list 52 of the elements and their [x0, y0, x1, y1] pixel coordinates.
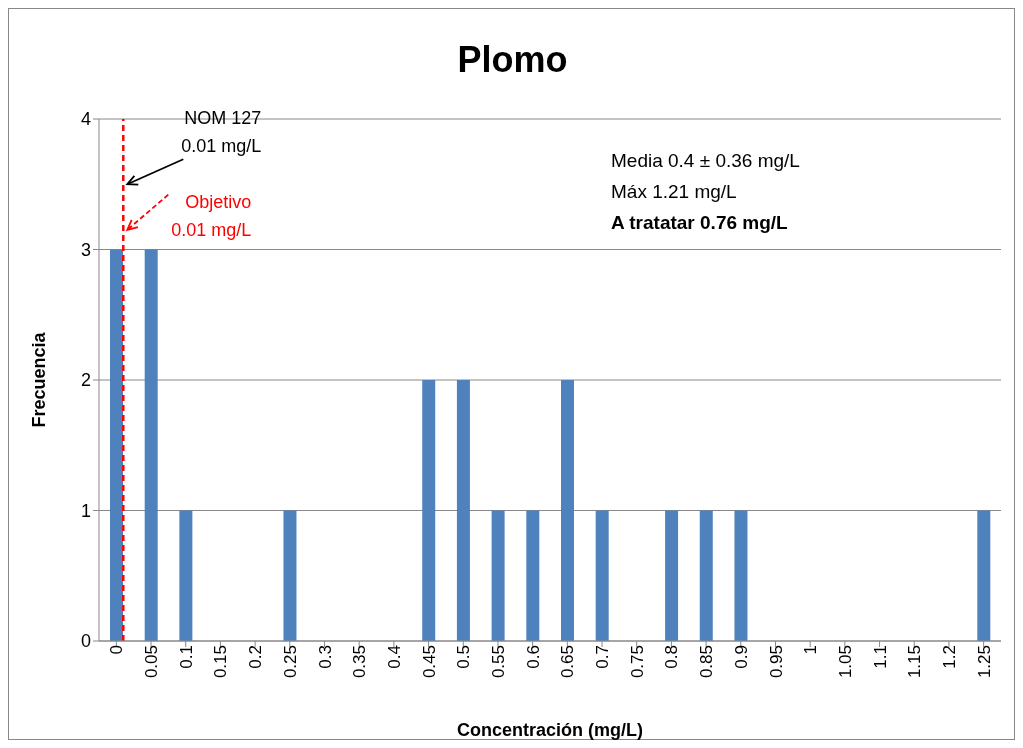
chart-title: Plomo: [456, 39, 569, 81]
x-tick-label: 1.25: [974, 645, 994, 679]
y-axis-title: Frecuencia: [29, 331, 50, 428]
x-tick-label: 0.5: [454, 645, 474, 669]
x-tick-label: 0.4: [384, 645, 404, 669]
x-tick-label: 0.05: [142, 645, 162, 679]
y-tick-label: 1: [80, 500, 91, 521]
x-tick-label: 0.45: [419, 645, 439, 679]
bar: [526, 510, 540, 641]
annotation: A tratatar 0.76 mg/L: [611, 211, 789, 235]
x-tick-label: 0: [107, 645, 127, 655]
annotation: Media 0.4 ± 0.36 mg/L: [611, 149, 800, 173]
bar: [977, 510, 991, 641]
x-tick-label: 0.3: [315, 645, 335, 669]
x-tick-label: 1: [801, 645, 821, 655]
annotation: Máx 1.21 mg/L: [611, 180, 738, 204]
x-tick-label: 1.05: [835, 645, 855, 679]
bar: [179, 510, 193, 641]
x-tick-label: 0.85: [697, 645, 717, 679]
x-tick-label: 0.7: [593, 645, 613, 669]
y-tick-label: 3: [80, 239, 91, 260]
bar: [665, 510, 679, 641]
ref-line-label: Objetivo 0.01 mg/L: [171, 190, 252, 242]
x-tick-label: 0.2: [246, 645, 266, 669]
x-tick-label: 0.65: [558, 645, 578, 679]
x-tick-label: 0.8: [662, 645, 682, 669]
x-tick-label: 0.55: [489, 645, 509, 679]
x-tick-label: 1.2: [940, 645, 960, 669]
x-tick-label: 0.75: [627, 645, 647, 679]
y-tick-label: 4: [80, 109, 91, 130]
x-tick-label: 1.1: [870, 645, 890, 669]
bar: [422, 380, 436, 641]
x-tick-label: 1.15: [905, 645, 925, 679]
bar: [734, 510, 748, 641]
bar: [456, 380, 470, 641]
bar: [561, 380, 574, 641]
x-tick-label: 0.95: [766, 645, 786, 679]
x-tick-label: 0.9: [731, 645, 751, 669]
x-axis-title: Concentración (mg/L): [456, 720, 644, 740]
x-tick-label: 0.6: [523, 645, 543, 669]
x-tick-label: 0.35: [350, 645, 370, 679]
bar: [110, 249, 123, 641]
bar: [491, 510, 505, 641]
bar: [595, 510, 609, 641]
x-tick-label: 0.15: [211, 645, 231, 679]
annotation: NOM 127 0.01 mg/L: [181, 107, 262, 159]
bar: [144, 249, 158, 641]
bar: [283, 510, 297, 641]
x-tick-label: 0.1: [176, 645, 196, 669]
x-tick-label: 0.25: [280, 645, 300, 679]
bar: [699, 510, 713, 641]
y-tick-label: 2: [80, 370, 91, 391]
